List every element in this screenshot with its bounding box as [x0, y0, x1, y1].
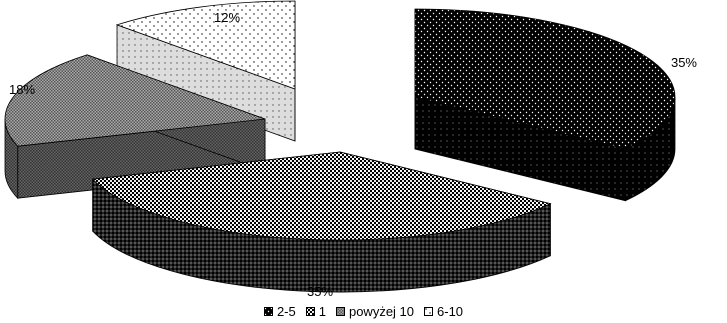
legend-label-powy-ej-10: powyżej 10	[348, 304, 415, 319]
legend-label-6-10: 6-10	[437, 304, 464, 319]
pie-slice-2-5	[414, 8, 676, 202]
legend-swatch-6-10	[424, 307, 434, 316]
pie-slice-1	[91, 151, 552, 293]
slice-label-powy-ej-10: 18%	[9, 82, 35, 97]
slice-label-2-5: 35%	[671, 55, 697, 70]
pie-slice-6-10	[115, 0, 296, 142]
legend-label-2-5: 2-5	[276, 304, 296, 319]
legend: 2-5 1 powyżej 10 6-10	[0, 300, 727, 323]
legend-swatch-2-5	[263, 307, 273, 316]
legend-item-powy-ej-10: powyżej 10	[335, 304, 415, 319]
pie-slice-powy-ej-10	[4, 54, 266, 200]
slice-label-6-10: 12%	[214, 10, 240, 25]
pie-chart: 12% 35% 18% 35%	[4, 0, 697, 299]
legend-item-2-5: 2-5	[263, 304, 296, 319]
legend-item-1: 1	[305, 304, 326, 319]
legend-label-1: 1	[318, 304, 326, 319]
legend-item-6-10: 6-10	[424, 304, 463, 319]
legend-swatch-1	[305, 307, 315, 316]
legend-swatch-powy-ej-10	[335, 307, 345, 316]
slice-label-1: 35%	[307, 284, 333, 299]
